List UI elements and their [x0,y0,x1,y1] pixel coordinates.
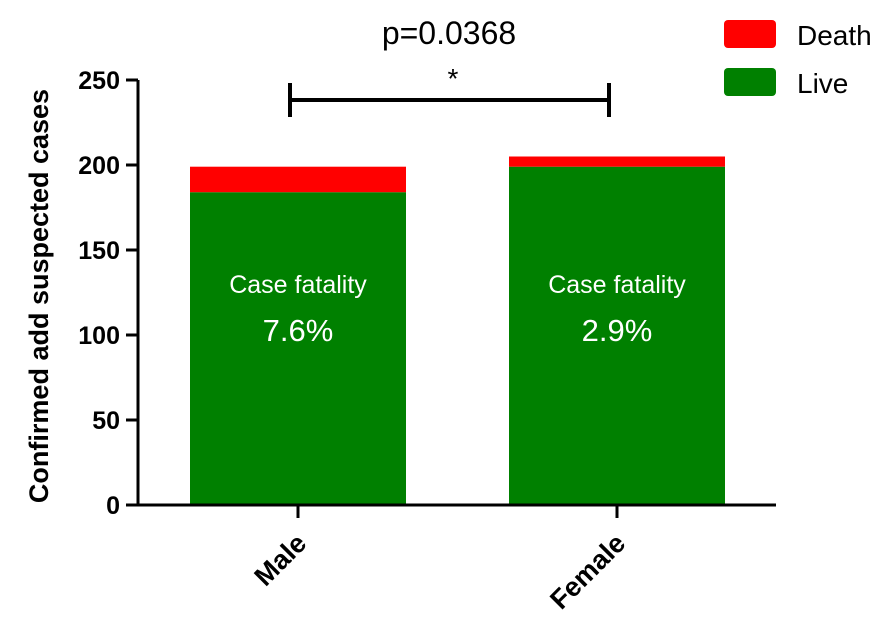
legend-label-live: Live [797,68,848,99]
annotations-layer: Case fatality 7.6% Case fatality 2.9% [229,271,686,348]
p-value-label: p=0.0368 [382,15,516,51]
bar-male-death [190,166,406,193]
bar-female-death [509,156,725,167]
y-tick-label: 150 [78,237,120,265]
significance-bracket [288,83,611,117]
legend-swatch-death [724,20,776,48]
annotation-male-value: 7.6% [263,313,334,348]
bar-female-live [509,166,725,505]
y-tick-label: 250 [78,67,120,95]
bar-male-live [190,192,406,505]
legend-label-death: Death [797,20,872,51]
y-tick-label: 0 [106,492,120,520]
significance-star: * [448,63,459,94]
annotation-female-value: 2.9% [582,313,653,348]
legend: Death Live [724,20,872,99]
legend-swatch-live [724,68,776,96]
y-tick-label: 100 [78,322,120,350]
annotation-female-label: Case fatality [548,271,686,299]
x-tick-label-male: Male [249,528,313,592]
y-tick-label: 50 [92,407,120,435]
annotation-male-label: Case fatality [229,271,367,299]
y-axis-label: Confirmed add suspected cases [24,89,54,503]
x-tick-label-female: Female [544,528,631,615]
bars-layer [190,156,725,505]
y-tick-label: 200 [78,152,120,180]
